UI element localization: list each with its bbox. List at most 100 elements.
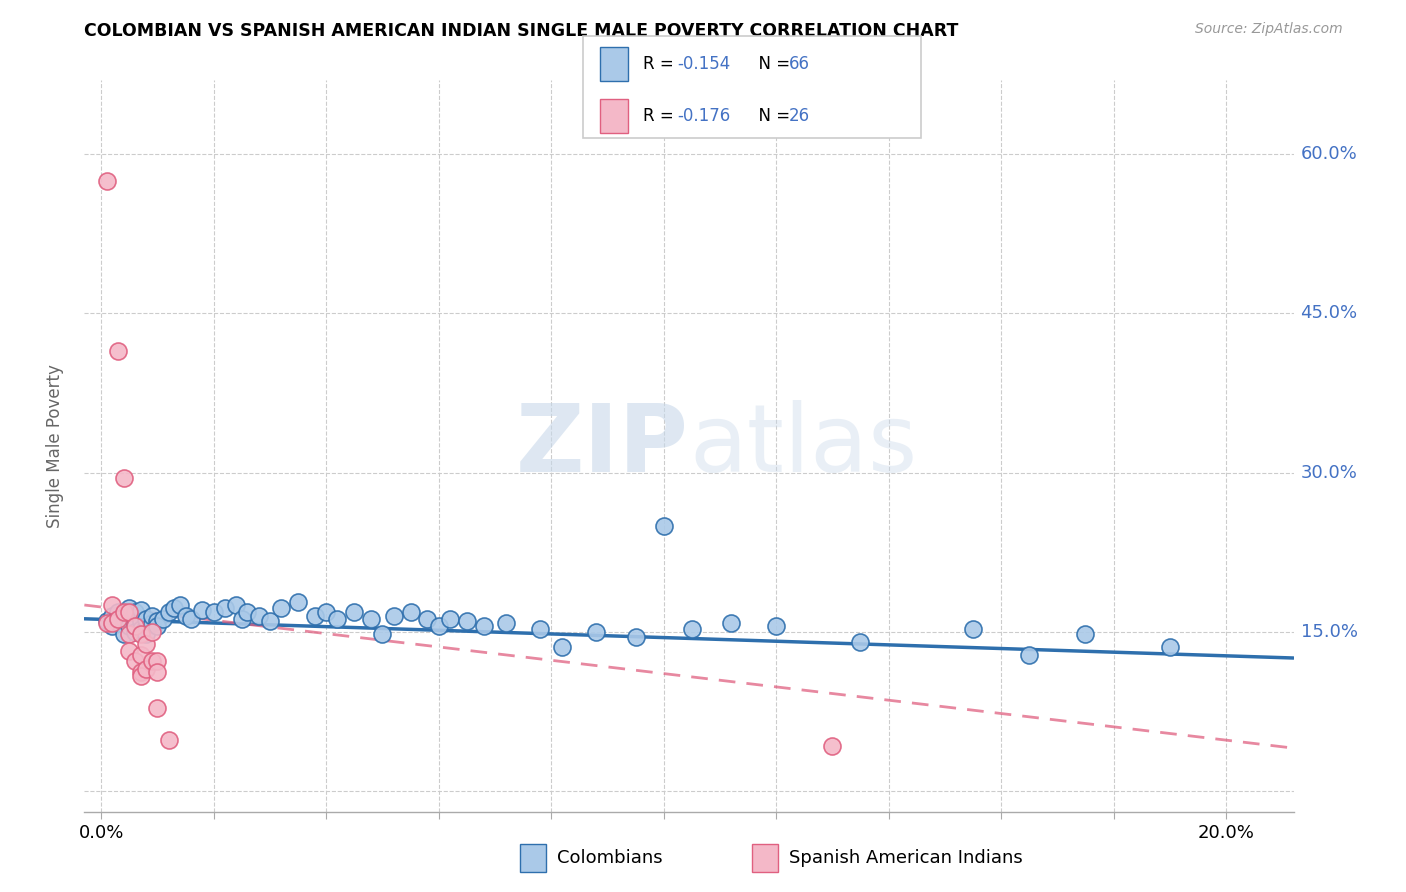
Point xyxy=(146,619,169,633)
Point xyxy=(146,665,169,679)
Point xyxy=(124,606,146,620)
Text: Spanish American Indians: Spanish American Indians xyxy=(789,849,1022,867)
Point xyxy=(146,654,169,668)
Point xyxy=(163,601,186,615)
Point xyxy=(720,615,742,630)
Point xyxy=(382,608,405,623)
Point xyxy=(169,598,191,612)
Text: 15.0%: 15.0% xyxy=(1301,623,1358,640)
Text: COLOMBIAN VS SPANISH AMERICAN INDIAN SINGLE MALE POVERTY CORRELATION CHART: COLOMBIAN VS SPANISH AMERICAN INDIAN SIN… xyxy=(84,22,959,40)
Point xyxy=(529,623,551,637)
Text: atlas: atlas xyxy=(689,400,917,492)
Text: 30.0%: 30.0% xyxy=(1301,464,1357,482)
Point xyxy=(118,619,141,633)
Point xyxy=(152,612,174,626)
Point xyxy=(124,619,146,633)
Point xyxy=(343,606,366,620)
Point xyxy=(112,606,135,620)
Point xyxy=(1074,626,1097,640)
Point xyxy=(287,595,309,609)
Point xyxy=(118,608,141,623)
Point xyxy=(141,608,163,623)
Point xyxy=(101,608,124,623)
Text: N =: N = xyxy=(748,55,796,73)
Point xyxy=(456,614,478,628)
Point xyxy=(107,343,129,358)
Text: R =: R = xyxy=(643,55,679,73)
Point xyxy=(112,471,135,485)
Point xyxy=(315,606,337,620)
Point xyxy=(259,614,281,628)
Point xyxy=(652,518,675,533)
Point xyxy=(247,608,270,623)
Point xyxy=(135,612,157,626)
Point xyxy=(129,669,152,683)
Point xyxy=(1159,640,1181,655)
Point xyxy=(231,612,253,626)
Point xyxy=(141,654,163,668)
Point xyxy=(180,612,202,626)
Point xyxy=(585,624,607,639)
Point xyxy=(326,612,349,626)
Point xyxy=(118,606,141,620)
Point xyxy=(416,612,439,626)
Point xyxy=(107,612,129,626)
Point xyxy=(101,598,124,612)
Point xyxy=(624,630,647,644)
Point xyxy=(191,603,214,617)
Point xyxy=(141,624,163,639)
Text: 45.0%: 45.0% xyxy=(1301,304,1358,323)
Text: Colombians: Colombians xyxy=(557,849,662,867)
Point xyxy=(101,615,124,630)
Point xyxy=(124,654,146,668)
Point xyxy=(129,623,152,637)
Point xyxy=(96,174,118,188)
Text: Source: ZipAtlas.com: Source: ZipAtlas.com xyxy=(1195,22,1343,37)
Point xyxy=(236,606,259,620)
Point xyxy=(112,612,135,626)
Point xyxy=(472,619,495,633)
Point xyxy=(135,626,157,640)
Point xyxy=(118,601,141,615)
Point xyxy=(135,619,157,633)
Point xyxy=(129,626,152,640)
Point xyxy=(157,606,180,620)
Point xyxy=(141,615,163,630)
Point xyxy=(107,606,129,620)
Point xyxy=(399,606,422,620)
Point xyxy=(129,665,152,679)
Point xyxy=(962,623,984,637)
Point xyxy=(681,623,703,637)
Point xyxy=(101,619,124,633)
Point xyxy=(304,608,326,623)
Point xyxy=(360,612,382,626)
Point xyxy=(96,615,118,630)
Text: ZIP: ZIP xyxy=(516,400,689,492)
Y-axis label: Single Male Poverty: Single Male Poverty xyxy=(45,364,63,528)
Point xyxy=(270,601,292,615)
Point xyxy=(146,614,169,628)
Point xyxy=(214,601,236,615)
Point xyxy=(124,624,146,639)
Point xyxy=(135,637,157,651)
Text: -0.176: -0.176 xyxy=(678,107,731,125)
Text: -0.154: -0.154 xyxy=(678,55,731,73)
Point xyxy=(225,598,247,612)
Point xyxy=(129,648,152,662)
Point xyxy=(821,739,844,753)
Text: 66: 66 xyxy=(789,55,810,73)
Point xyxy=(96,614,118,628)
Point xyxy=(107,615,129,630)
Point xyxy=(551,640,574,655)
Point xyxy=(129,614,152,628)
Point xyxy=(371,626,394,640)
Text: R =: R = xyxy=(643,107,679,125)
Point xyxy=(112,626,135,640)
Point xyxy=(118,643,141,657)
Point xyxy=(157,732,180,747)
Point xyxy=(495,615,517,630)
Point xyxy=(439,612,461,626)
Point xyxy=(124,615,146,630)
Point xyxy=(849,635,872,649)
Text: N =: N = xyxy=(748,107,796,125)
